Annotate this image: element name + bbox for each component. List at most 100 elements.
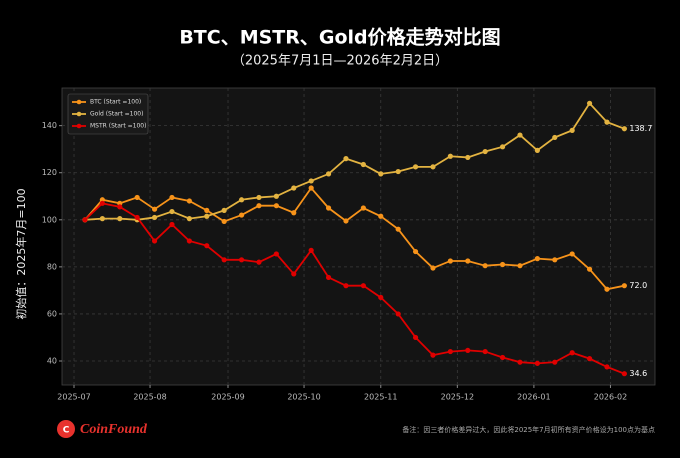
data-point — [412, 164, 419, 170]
data-point — [586, 266, 593, 272]
data-point — [534, 360, 540, 366]
data-point — [343, 218, 349, 224]
data-point — [534, 256, 540, 262]
series-line — [84, 101, 625, 221]
data-point — [586, 100, 593, 106]
data-point — [134, 214, 140, 221]
data-point — [343, 156, 349, 162]
data-point — [204, 213, 210, 219]
data-point — [378, 213, 384, 219]
x-tick-label: 2025-10 — [287, 393, 320, 402]
data-point — [465, 258, 471, 264]
data-point — [325, 274, 332, 281]
y-tick-label: 60 — [47, 309, 57, 318]
data-point — [273, 203, 279, 209]
data-point — [552, 359, 558, 365]
data-point — [325, 205, 332, 211]
data-point — [169, 208, 175, 215]
data-point — [186, 216, 192, 222]
x-tick-label: 2025-11 — [364, 393, 397, 402]
data-point — [186, 238, 192, 244]
data-point — [204, 207, 210, 213]
data-point — [499, 144, 506, 150]
data-point — [482, 348, 488, 355]
series-line — [84, 186, 625, 291]
x-tick-label: 2026-01 — [517, 393, 550, 402]
data-point — [517, 132, 523, 138]
data-point — [221, 257, 227, 263]
y-tick-label: 40 — [47, 356, 57, 365]
data-point — [430, 265, 436, 271]
data-point — [291, 271, 297, 277]
data-point — [517, 359, 523, 365]
data-point — [151, 238, 158, 244]
data-point — [465, 154, 471, 161]
data-point — [117, 216, 123, 222]
data-point — [134, 194, 140, 201]
data-point — [447, 348, 453, 355]
legend: BTC (Start =100) Gold (Start =100) MSTR (S… — [67, 93, 149, 135]
data-point — [117, 204, 123, 210]
legend-swatch-marker — [76, 111, 82, 117]
data-point — [291, 185, 297, 191]
data-point — [499, 261, 506, 268]
data-point — [360, 283, 366, 289]
data-point — [151, 206, 158, 212]
y-tick-label: 100 — [42, 215, 57, 224]
data-point — [412, 334, 419, 341]
data-point — [465, 347, 471, 354]
data-point — [569, 350, 575, 356]
data-point — [499, 354, 506, 361]
data-point — [343, 283, 349, 289]
data-point — [273, 251, 279, 257]
data-point — [99, 200, 105, 206]
data-point — [395, 226, 401, 232]
data-point — [517, 263, 523, 269]
data-point — [378, 294, 384, 301]
data-point — [621, 283, 627, 289]
x-tick-label: 2025-09 — [211, 393, 244, 402]
data-point — [586, 356, 593, 362]
data-point — [604, 364, 610, 370]
data-point — [552, 257, 558, 263]
y-tick-label: 140 — [42, 121, 57, 130]
data-point — [308, 185, 314, 191]
y-tick-label: 80 — [47, 262, 57, 271]
data-point — [238, 212, 245, 218]
data-point — [204, 243, 210, 249]
data-point — [273, 193, 279, 199]
data-point — [552, 134, 558, 141]
legend-swatch-marker — [76, 99, 82, 105]
data-point — [169, 194, 175, 201]
legend-label: Gold (Start =100) — [90, 111, 143, 118]
value-label: 34.6 — [629, 369, 647, 378]
data-point — [256, 194, 262, 201]
data-point — [308, 178, 314, 184]
y-tick-label: 120 — [42, 168, 57, 177]
logo-icon — [57, 420, 75, 438]
data-point — [256, 203, 262, 209]
data-point — [238, 197, 245, 203]
chart-subtitle: （2025年7月1日—2026年2月2日） — [232, 54, 448, 69]
data-point — [569, 127, 575, 133]
data-point — [604, 119, 610, 125]
logo-text: CoinFound — [80, 422, 148, 437]
legend-box — [67, 93, 149, 135]
x-tick-label: 2025-08 — [133, 393, 166, 402]
logo: C CoinFound — [57, 420, 148, 438]
data-point — [82, 217, 88, 223]
data-point — [186, 198, 192, 204]
data-point — [221, 218, 227, 225]
data-point — [99, 216, 105, 222]
data-point — [291, 210, 297, 216]
data-point — [151, 214, 158, 221]
data-point — [395, 168, 401, 175]
logo-icon-mark: C — [63, 426, 70, 436]
data-point — [604, 286, 610, 292]
data-point — [325, 171, 332, 177]
data-point — [256, 259, 262, 265]
data-point — [360, 161, 366, 168]
data-point — [482, 263, 488, 269]
y-axis-label: 初始值：2025年7月=100 — [14, 188, 28, 319]
data-point — [412, 248, 419, 255]
